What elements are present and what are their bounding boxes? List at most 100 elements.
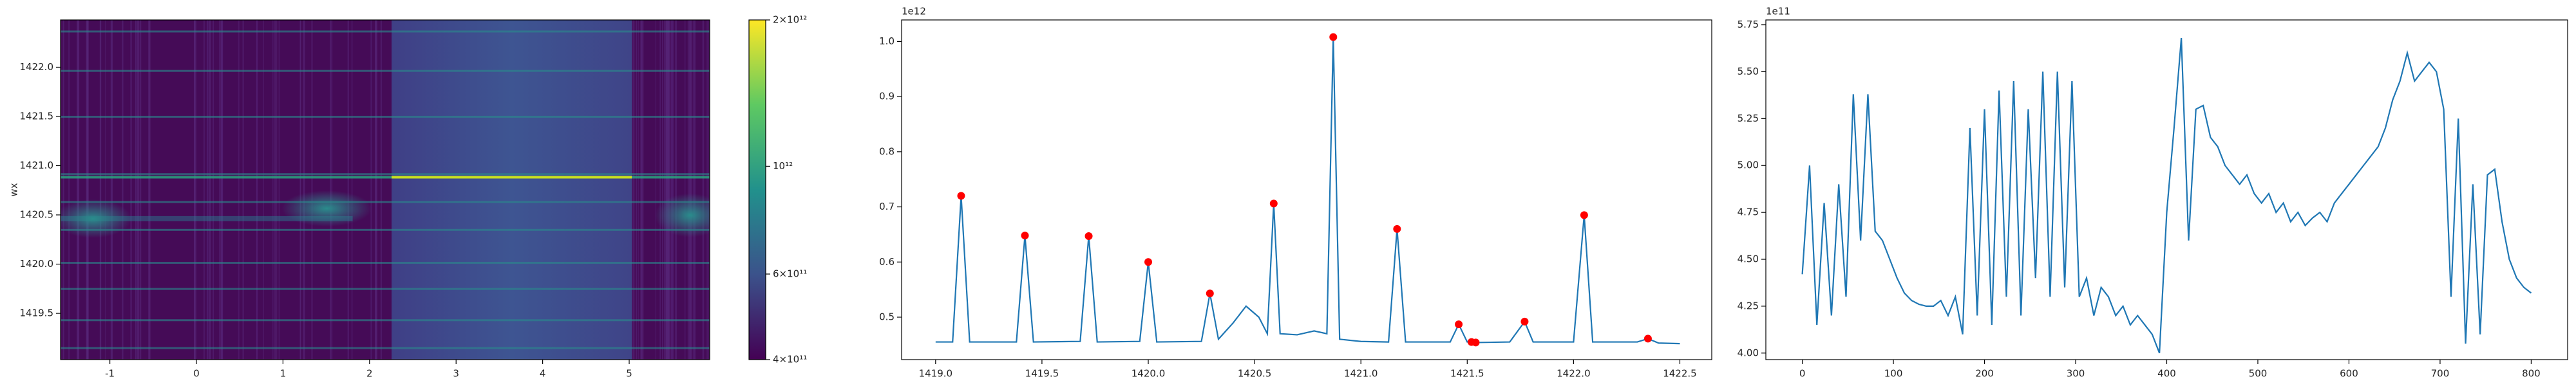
heatmap-stripe <box>380 20 383 360</box>
heatmap-blob <box>281 190 372 227</box>
peak-marker <box>1206 290 1214 298</box>
heatmap-stripe <box>219 20 220 360</box>
colorbar-tick-label: 2×10¹² <box>773 14 807 26</box>
peak-marker <box>1269 199 1278 208</box>
x-tick-label: -1 <box>105 368 115 380</box>
y-tick-label: 1421.0 <box>20 160 54 171</box>
heatmap-stripe <box>104 20 106 360</box>
heatmap-row-bright <box>61 176 710 179</box>
heatmap-blob <box>654 193 710 237</box>
data-line <box>1801 37 2532 354</box>
y-tick-label: 4.00 <box>1738 347 1759 358</box>
heatmap-stripe <box>256 20 258 360</box>
heatmap-stripe <box>689 20 691 360</box>
peak-marker <box>1084 232 1093 240</box>
heatmap-stripe <box>139 20 142 360</box>
peak-marker <box>1580 211 1588 219</box>
heatmap-stripe <box>370 20 372 360</box>
peak-marker <box>1329 33 1338 41</box>
x-tick-label: 1421.5 <box>1450 368 1484 380</box>
heatmap-stripe <box>220 20 222 360</box>
x-tick-label: 0 <box>1799 368 1806 380</box>
heatmap-row <box>61 319 710 322</box>
y-tick-label: 5.00 <box>1738 160 1759 171</box>
y-tick-label: 1419.5 <box>20 308 54 319</box>
heatmap-stripe <box>137 20 140 360</box>
y-tick-label: 4.50 <box>1738 253 1759 265</box>
axes-frame <box>60 19 710 360</box>
colorbar-tick-label: 10¹² <box>773 160 793 172</box>
heatmap-stripe <box>687 20 690 360</box>
heatmap-stripe <box>330 20 332 360</box>
heatmap-stripe <box>659 20 661 360</box>
peak-marker <box>1520 317 1529 326</box>
peak-marker <box>1021 232 1029 240</box>
peak-marker <box>1472 338 1480 347</box>
heatmap-stripe <box>303 20 305 360</box>
heatmap-row <box>61 347 710 349</box>
heatmap-stripe <box>135 20 137 360</box>
heatmap-stripe <box>242 20 244 360</box>
colorbar-tick-label: 6×10¹¹ <box>773 268 807 279</box>
heatmap-stripe <box>207 20 209 360</box>
x-tick-label: 0 <box>193 368 200 380</box>
heatmap-stripe <box>702 20 705 360</box>
heatmap-stripe <box>221 20 223 360</box>
x-tick-label: 300 <box>2067 368 2085 380</box>
y-tick-label: 5.25 <box>1738 113 1759 124</box>
heatmap-row <box>61 30 710 33</box>
peak-marker <box>1455 320 1463 329</box>
x-tick-label: 200 <box>1975 368 1994 380</box>
offset-label: 1e12 <box>902 6 926 17</box>
y-tick-label: 1421.5 <box>20 110 54 122</box>
heatmap-stripe <box>672 20 674 360</box>
heatmap-stripe <box>675 20 677 360</box>
heatmap-blob <box>61 199 132 238</box>
y-tick-label: 1.0 <box>879 35 895 47</box>
heatmap-row <box>61 173 710 176</box>
heatmap-stripe <box>148 20 151 360</box>
heatmap-stripe <box>68 20 70 360</box>
x-tick-label: 100 <box>1884 368 1903 380</box>
heatmap-row <box>61 201 710 203</box>
heatmap-streak <box>61 216 353 221</box>
x-tick-label: 4 <box>540 368 546 380</box>
heatmap-stripe <box>311 20 313 360</box>
x-tick-label: 5 <box>626 368 632 380</box>
heatmap-stripe <box>666 20 669 360</box>
axes-frame <box>1765 19 2568 360</box>
heatmap-stripe <box>77 20 80 360</box>
heatmap-stripe <box>238 20 240 360</box>
heatmap-row <box>61 288 710 290</box>
heatmap-row <box>61 228 710 231</box>
y-tick-label: 0.5 <box>879 311 895 323</box>
heatmap-stripe <box>274 20 278 360</box>
x-tick-label: 1420.5 <box>1238 368 1272 380</box>
heatmap-stripe <box>330 20 333 360</box>
heatmap-stripe <box>122 20 124 360</box>
peak-marker <box>957 192 965 200</box>
y-tick-label: 1420.5 <box>20 209 54 221</box>
x-tick-label: 500 <box>2249 368 2268 380</box>
heatmap-stripe <box>684 20 686 360</box>
heatmap-stripe <box>278 20 280 360</box>
heatmap-stripe <box>375 20 377 360</box>
heatmap-stripe <box>670 20 674 360</box>
heatmap-band <box>392 20 632 360</box>
x-tick-label: 1 <box>280 368 287 380</box>
y-tick-label: 1422.0 <box>20 61 54 73</box>
x-tick-label: 1421.0 <box>1344 368 1378 380</box>
y-tick-label: 5.50 <box>1738 66 1759 77</box>
heatmap-stripe <box>208 20 211 360</box>
heatmap-stripe <box>220 20 222 360</box>
heatmap-row-peak <box>392 176 632 179</box>
heatmap-stripe <box>662 20 663 360</box>
y-tick-label: 4.25 <box>1738 300 1759 311</box>
offset-label: 1e11 <box>1766 6 1790 17</box>
heatmap-stripe <box>693 20 696 360</box>
heatmap-stripe <box>690 20 693 360</box>
heatmap-stripe <box>137 20 139 360</box>
heatmap-stripe <box>347 20 350 360</box>
x-tick-label: 2 <box>366 368 373 380</box>
x-tick-label: 600 <box>2340 368 2358 380</box>
